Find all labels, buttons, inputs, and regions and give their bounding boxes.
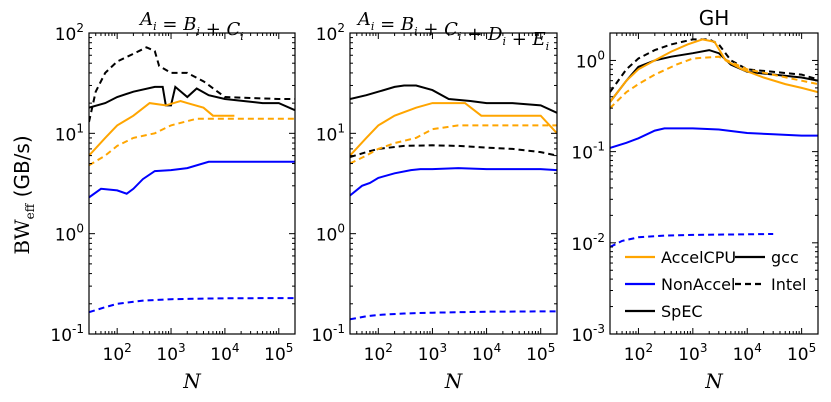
- series-line-nonaccel-intel: [89, 297, 295, 314]
- chart-panel-1: 102 103 104 105 10-1 100 101 102 N Ai = Bi + Ci: [50, 9, 296, 393]
- chart-title: GH: [699, 6, 730, 30]
- series-line-nonaccel-intel: [610, 233, 774, 248]
- chart-title: Ai = Bi + Ci + Di + Ei: [356, 9, 549, 53]
- series-line-spec-intel: [89, 46, 295, 123]
- legend-label: Intel: [771, 275, 806, 294]
- x-tick-label: 104: [210, 341, 239, 365]
- y-tick-label: 100: [55, 222, 84, 246]
- plot-frame: [609, 32, 819, 335]
- plot-frame: [88, 32, 296, 335]
- plot-frame: [349, 32, 558, 335]
- y-tick-label: 102: [55, 21, 84, 45]
- series-line-nonaccel-gcc: [350, 167, 557, 197]
- x-axis-label: N: [182, 369, 202, 393]
- series-line-spec-gcc: [89, 85, 295, 112]
- legend-label: gcc: [771, 248, 799, 267]
- series-group: [89, 46, 295, 314]
- series-line-nonaccel-intel: [350, 310, 557, 321]
- series-line-accelcpu-gcc: [350, 102, 557, 157]
- y-axis-label: BWeff (GB/s): [10, 135, 37, 254]
- x-tick-label: 102: [103, 341, 132, 365]
- legend-label: SpEC: [661, 302, 703, 321]
- x-tick-label: 105: [787, 341, 816, 365]
- series-line-nonaccel-gcc: [610, 127, 818, 149]
- series-line-accelcpu-gcc: [610, 38, 818, 103]
- y-tick-label: 100: [576, 48, 605, 72]
- series-line-accelcpu-intel: [89, 117, 295, 167]
- series-group: [610, 38, 818, 248]
- y-tick-label: 10-1: [50, 322, 84, 346]
- legend-label: AccelCPU: [661, 248, 736, 267]
- x-tick-label: 105: [526, 341, 555, 365]
- x-tick-label: 105: [264, 341, 293, 365]
- series-line-accelcpu-intel: [350, 124, 557, 165]
- x-tick-label: 102: [624, 341, 653, 365]
- legend: AccelCPU gcc NonAccel Intel SpEC: [625, 248, 806, 321]
- series-group: [350, 84, 557, 321]
- series-line-nonaccel-gcc: [89, 160, 295, 199]
- series-line-accelcpu-intel: [610, 55, 818, 109]
- y-tick-label: 102: [316, 21, 345, 45]
- y-tick-label: 100: [316, 222, 345, 246]
- chart-title: Ai = Bi + Ci: [138, 9, 244, 43]
- series-line-spec-gcc: [610, 49, 818, 103]
- x-tick-label: 103: [678, 341, 707, 365]
- x-tick-label: 103: [418, 341, 447, 365]
- series-line-accelcpu-gcc: [89, 99, 235, 157]
- x-tick-label: 104: [472, 341, 501, 365]
- x-axis-label: N: [704, 369, 724, 393]
- y-tick-label: 10-1: [311, 322, 345, 346]
- y-tick-label: 10-3: [571, 322, 605, 346]
- series-line-spec-intel: [350, 144, 557, 159]
- x-axis-label: N: [444, 369, 464, 393]
- y-tick-label: 10-2: [571, 231, 605, 255]
- y-tick-label: 101: [55, 121, 84, 145]
- y-tick-label: 101: [316, 121, 345, 145]
- chart-panel-2: 102 103 104 105 10-1 100 101 102 N Ai = Bi + Ci +…: [311, 9, 558, 393]
- x-tick-label: 102: [364, 341, 393, 365]
- series-line-spec-gcc: [350, 84, 557, 114]
- x-tick-label: 104: [733, 341, 762, 365]
- x-tick-label: 103: [156, 341, 185, 365]
- chart-panel-3: 102 103 104 105 10-3 10-2 10-1 100 N GH: [571, 6, 819, 393]
- y-tick-label: 10-1: [571, 140, 605, 164]
- legend-label: NonAccel: [661, 275, 735, 294]
